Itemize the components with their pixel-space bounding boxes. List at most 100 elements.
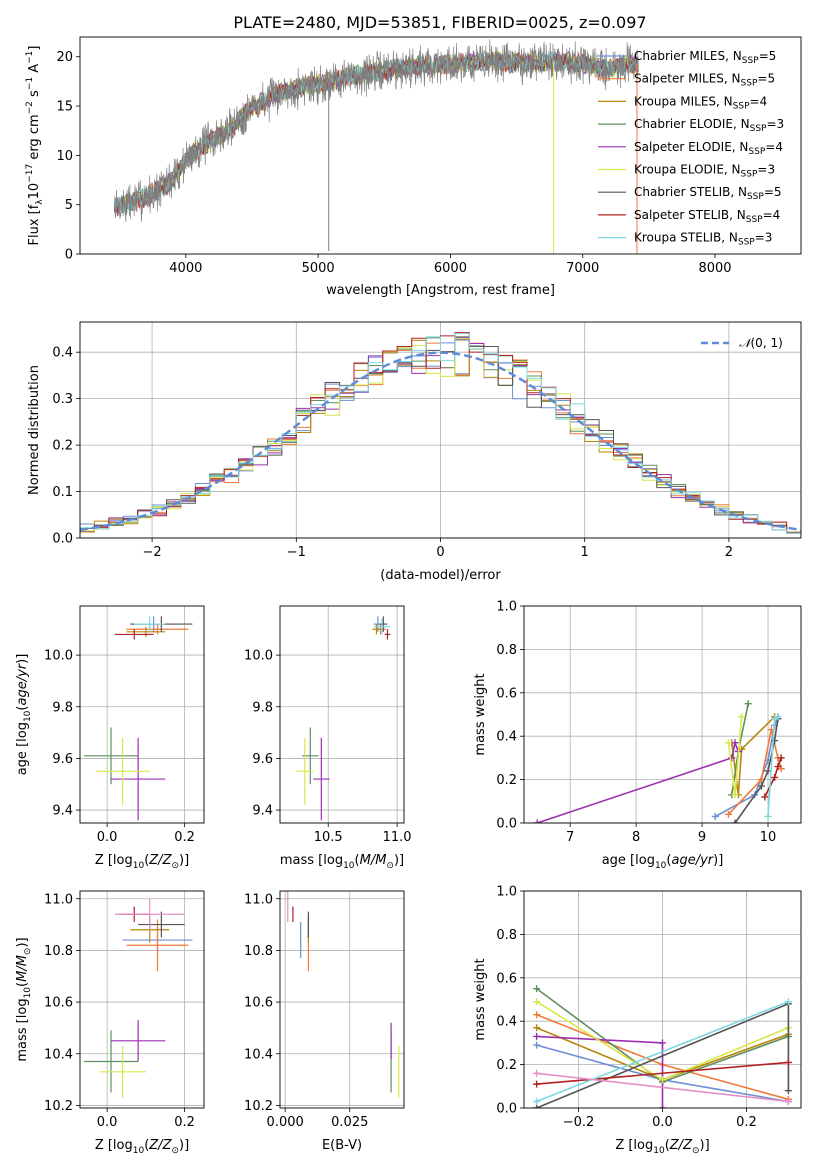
- plot-area: [296, 616, 391, 821]
- label-fragment: )]: [179, 853, 189, 868]
- weight-marker: [784, 1087, 792, 1095]
- legend-text: Chabrier ELODIE, N: [634, 117, 750, 131]
- errorbar-point: [111, 737, 166, 821]
- errorbar-point: [83, 727, 139, 785]
- x-tick-label: 6000: [434, 261, 467, 276]
- label-fragment: ]: [27, 46, 42, 51]
- y-tick-label: 0.4: [496, 1015, 517, 1030]
- y-tick-label: 0.2: [496, 773, 517, 788]
- legend-text: Kroupa MILES, N: [634, 94, 733, 108]
- label-fragment: (: [144, 853, 149, 868]
- weight-series: [764, 713, 782, 820]
- observed-spectrum-line: [114, 39, 639, 223]
- label-fragment: ⊙: [171, 1146, 179, 1156]
- label-fragment: age/yr: [671, 853, 714, 868]
- plot-area: [533, 700, 785, 823]
- label-fragment: )]: [15, 654, 30, 664]
- weight-vs-metallicity-panel: −0.2 0.0 0.2 0.0 0.2 0.4 0.6 0.8 1.0 Z [log10(Z/Z…: [473, 885, 802, 1156]
- y-tick-label: 0.6: [496, 971, 517, 986]
- x-tick-label: 1: [581, 545, 589, 560]
- x-tick-label: −1: [287, 545, 306, 560]
- x-tick-label: 0.0: [97, 1115, 118, 1130]
- weight-marker: [724, 810, 732, 818]
- y-tick-label: 0: [65, 248, 73, 263]
- weight-marker: [533, 819, 541, 823]
- legend-text: =5: [759, 49, 777, 63]
- weight-marker: [771, 773, 779, 781]
- label-fragment: ⊙: [23, 948, 33, 956]
- legend-text: =3: [766, 117, 784, 131]
- legend-text: =5: [764, 185, 782, 199]
- legend-text: Salpeter MILES, N: [634, 72, 741, 86]
- label-fragment: 10: [653, 1146, 665, 1156]
- legend-text: (0, 1): [751, 336, 783, 350]
- weight-marker: [744, 700, 752, 708]
- errorbar-point: [134, 616, 166, 632]
- errorbar-point: [313, 737, 330, 821]
- legend-subscript: SSP: [742, 56, 759, 66]
- errorbar-point: [379, 616, 388, 632]
- x-tick-label: 7: [566, 830, 574, 845]
- y-tick-label: 0.0: [496, 817, 517, 832]
- label-fragment: Z/Z: [148, 1138, 172, 1153]
- legend-text: =4: [763, 208, 781, 222]
- weight-line: [536, 1072, 789, 1103]
- y-tick-label: 10.0: [244, 649, 273, 664]
- weight-series: [724, 713, 746, 799]
- weight-series: [533, 998, 792, 1105]
- errorbar-point: [126, 919, 189, 972]
- label-fragment: 10: [27, 183, 42, 200]
- label-fragment: −17: [25, 164, 35, 183]
- x-tick-label: 0.025: [331, 1115, 368, 1130]
- age-vs-mass-panel: 10.5 11.0 9.4 9.6 9.8 10.0 mass [log10(M/M⊙)]: [244, 605, 412, 871]
- ticks: 7 8 9 10 0.0 0.2 0.4 0.6 0.8 1.0: [496, 600, 776, 846]
- legend-text: =3: [755, 231, 773, 245]
- y-tick-label: 10.6: [44, 996, 73, 1011]
- errorbar-point: [95, 737, 150, 805]
- label-fragment: mass [log: [15, 998, 30, 1061]
- label-fragment: (: [666, 853, 671, 868]
- x-axis-label: Z [log10(Z/Z⊙)]: [95, 1138, 189, 1156]
- legend-entry: Chabrier MILES, NSSP=5: [634, 49, 776, 66]
- x-tick-label: 8: [632, 830, 640, 845]
- x-tick-label: 0.2: [174, 1115, 195, 1130]
- y-axis-label: Flux [fλ10−17 erg cm−2 s−1 A−1]: [25, 46, 45, 246]
- weight-marker: [533, 1104, 541, 1108]
- label-fragment: age/yr: [15, 662, 30, 705]
- legend-text: Salpeter ELODIE, N: [634, 140, 748, 154]
- weight-marker: [761, 793, 769, 801]
- legend-entry: 𝒩(0, 1): [739, 336, 783, 350]
- label-fragment: 10: [133, 1146, 145, 1156]
- x-axis-label: age [log10(age/yr)]: [602, 853, 724, 871]
- legend-subscript: SSP: [741, 79, 758, 89]
- weight-line: [536, 1000, 789, 1103]
- y-tick-label: 0.4: [496, 730, 517, 745]
- label-fragment: Z [log: [615, 1138, 653, 1153]
- errorbar-point: [296, 737, 314, 805]
- legend-subscript: SSP: [738, 238, 755, 248]
- x-tick-label: 5000: [302, 261, 335, 276]
- plot-area: [287, 891, 400, 1098]
- label-fragment: Z [log: [95, 853, 133, 868]
- legend-entry: Kroupa MILES, NSSP=4: [634, 94, 767, 111]
- ticks: 0.0 0.2 10.2 10.4 10.6 10.8 11.0: [44, 892, 195, 1130]
- y-tick-label: 0.8: [496, 643, 517, 658]
- label-fragment: (: [355, 853, 360, 868]
- label-fragment: )]: [394, 853, 404, 868]
- y-axis-label: age [log10(age/yr)]: [15, 654, 33, 776]
- label-fragment: (: [15, 982, 30, 987]
- y-tick-label: 0.4: [52, 346, 73, 361]
- x-tick-label: 9: [698, 830, 706, 845]
- residual-histogram-panel: −2 −1 0 1 2 0.0 0.1 0.2 0.3 0.4 (data-model)/error…: [27, 321, 802, 583]
- legend-entry: Chabrier ELODIE, NSSP=3: [634, 117, 784, 134]
- weight-marker: [738, 713, 746, 721]
- weight-marker: [731, 739, 739, 747]
- grid: [80, 606, 204, 823]
- y-tick-label: 10.4: [44, 1047, 73, 1062]
- weight-marker: [774, 713, 782, 721]
- x-tick-label: 8000: [698, 261, 731, 276]
- label-fragment: (: [665, 1138, 670, 1153]
- y-tick-label: 9.4: [52, 804, 73, 819]
- errorbar-point: [384, 629, 391, 640]
